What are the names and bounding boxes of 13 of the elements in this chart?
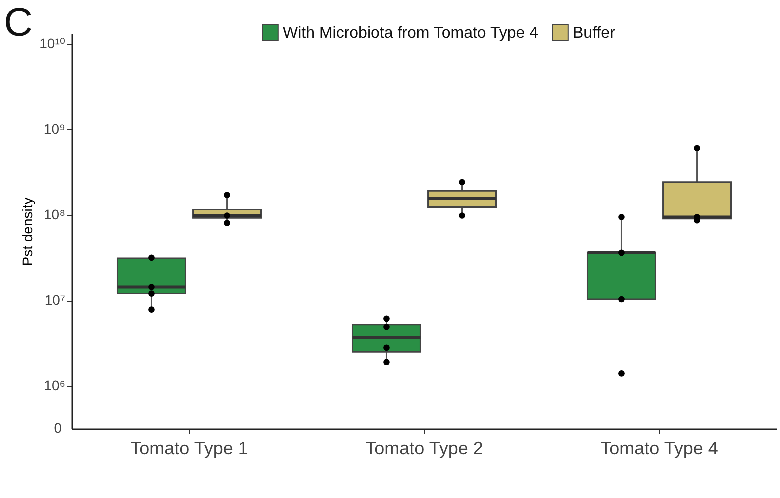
x-tick-label: Tomato Type 2 (366, 438, 484, 458)
y-tick-label: 10⁷ (44, 292, 66, 308)
legend-label: With Microbiota from Tomato Type 4 (283, 24, 539, 42)
legend-label: Buffer (573, 24, 616, 42)
y-tick-label: 10⁶ (44, 378, 66, 394)
y-tick-label: 10⁸ (44, 206, 66, 222)
y-tick-label: 10⁹ (44, 120, 66, 137)
x-tick-label: Tomato Type 4 (600, 438, 718, 458)
y-tick-label: 0 (54, 420, 62, 436)
x-tick-label: Tomato Type 1 (130, 438, 248, 458)
y-tick-label: 10¹⁰ (40, 35, 66, 52)
y-axis-title: Pst density (20, 198, 36, 266)
chart-title: C (4, 1, 33, 45)
